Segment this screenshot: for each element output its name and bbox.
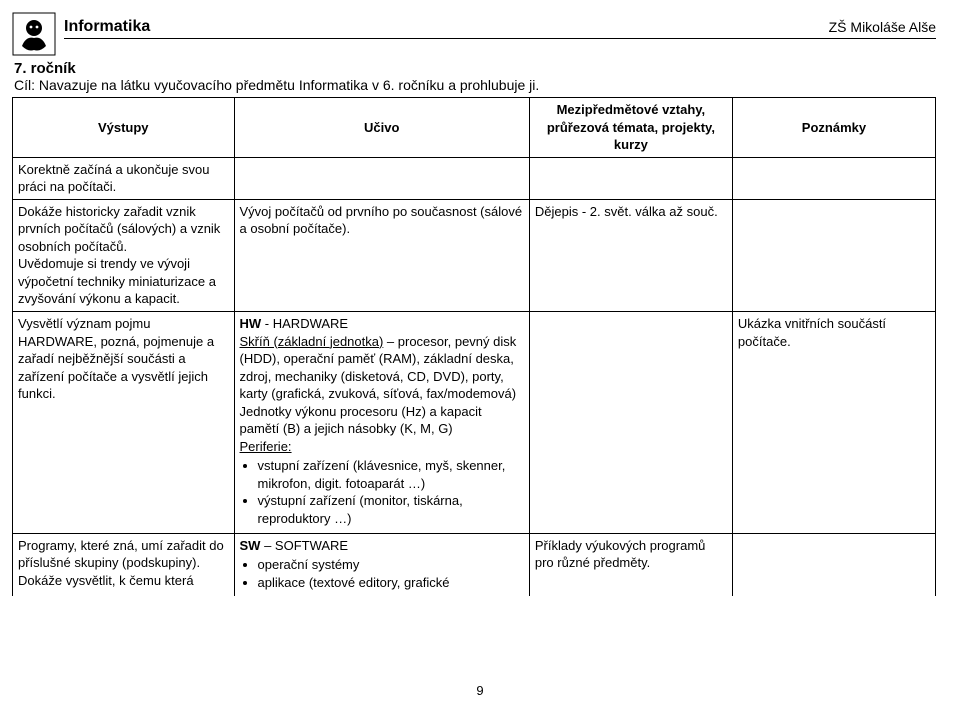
page-header: Informatika ZŠ Mikoláše Alše (12, 12, 936, 56)
table-row: Dokáže historicky zařadit vznik prvních … (13, 199, 936, 311)
cell-poznamky (732, 199, 935, 311)
sw-label: SW (240, 538, 261, 553)
logo-icon (12, 12, 56, 56)
list-item: výstupní zařízení (monitor, tiskárna, re… (258, 492, 524, 527)
jednotky-text: Jednotky výkonu procesoru (Hz) a kapacit… (240, 404, 482, 437)
page-number: 9 (0, 683, 960, 698)
cell-mezi (529, 157, 732, 199)
cell-mezi (529, 312, 732, 534)
software-list: operační systémy aplikace (textové edito… (240, 556, 524, 591)
cell-ucivo (234, 157, 529, 199)
cell-vystupy: Vysvětlí význam pojmu HARDWARE, pozná, p… (13, 312, 235, 534)
cell-vystupy: Korektně začíná a ukončuje svou práci na… (13, 157, 235, 199)
hw-rest: - HARDWARE (261, 316, 348, 331)
grade-heading: 7. ročník (14, 60, 936, 77)
table-row: Korektně začíná a ukončuje svou práci na… (13, 157, 936, 199)
list-item: operační systémy (258, 556, 524, 574)
list-item: vstupní zařízení (klávesnice, myš, skenn… (258, 457, 524, 492)
periferie-list: vstupní zařízení (klávesnice, myš, skenn… (240, 457, 524, 527)
curriculum-table: Výstupy Učivo Mezipředmětové vztahy, prů… (12, 97, 936, 596)
list-item: aplikace (textové editory, grafické (258, 574, 524, 592)
col-header-ucivo: Učivo (234, 98, 529, 158)
periferie-label: Periferie: (240, 439, 292, 454)
table-row: Vysvětlí význam pojmu HARDWARE, pozná, p… (13, 312, 936, 534)
hw-label: HW (240, 316, 262, 331)
col-header-vystupy: Výstupy (13, 98, 235, 158)
cell-poznamky: Ukázka vnitřních součástí počítače. (732, 312, 935, 534)
cell-mezi: Dějepis - 2. svět. válka až souč. (529, 199, 732, 311)
skrin-label: Skříň (základní jednotka) (240, 334, 384, 349)
table-row: Programy, které zná, umí zařadit do přís… (13, 533, 936, 596)
cell-vystupy: Programy, které zná, umí zařadit do přís… (13, 533, 235, 596)
cell-ucivo: HW - HARDWARE Skříň (základní jednotka) … (234, 312, 529, 534)
sw-rest: – SOFTWARE (260, 538, 348, 553)
cell-ucivo: Vývoj počítačů od prvního po současnost … (234, 199, 529, 311)
table-header-row: Výstupy Učivo Mezipředmětové vztahy, prů… (13, 98, 936, 158)
cell-mezi: Příklady výukových programů pro různé př… (529, 533, 732, 596)
school-name: ZŠ Mikoláše Alše (829, 19, 936, 35)
goal-text: Cíl: Navazuje na látku vyučovacího předm… (14, 77, 936, 93)
cell-ucivo: SW – SOFTWARE operační systémy aplikace … (234, 533, 529, 596)
col-header-poznamky: Poznámky (732, 98, 935, 158)
subject-title: Informatika (64, 18, 150, 36)
col-header-mezi: Mezipředmětové vztahy, průřezová témata,… (529, 98, 732, 158)
cell-poznamky (732, 533, 935, 596)
cell-poznamky (732, 157, 935, 199)
cell-vystupy: Dokáže historicky zařadit vznik prvních … (13, 199, 235, 311)
